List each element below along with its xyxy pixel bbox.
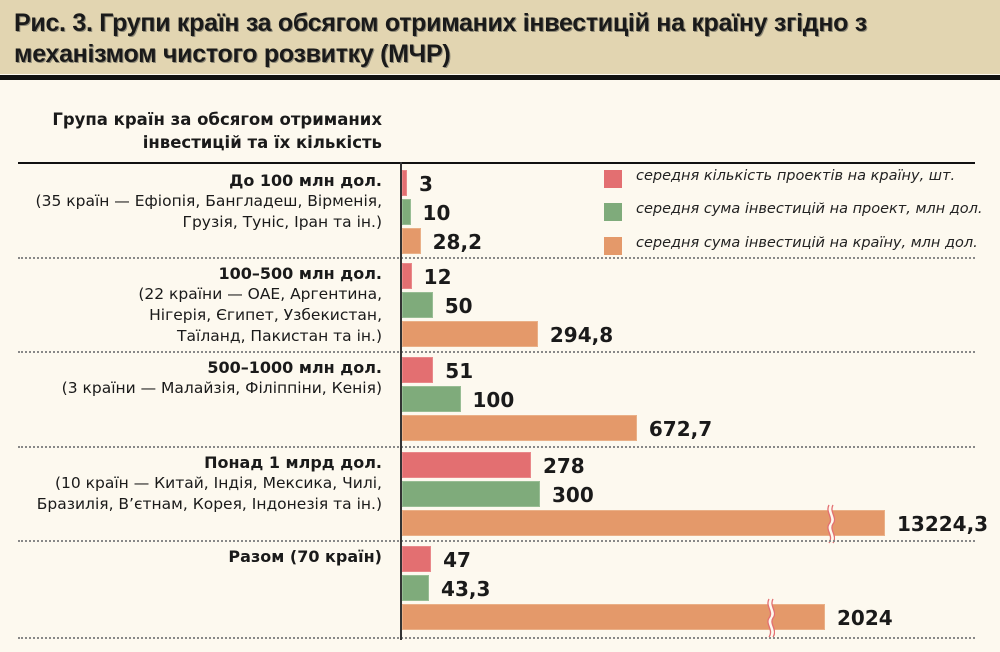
group-detail: (3 країни — Малайзія, Філіппіни, Кенія) (61, 379, 382, 397)
data-label: 3 (419, 172, 433, 196)
data-label: 47 (443, 548, 471, 572)
data-label: 294,8 (549, 323, 614, 347)
chart-title: Рис. 3. Групи країн за обсягом отриманих… (14, 9, 867, 68)
group-name: Разом (70 країн) (228, 547, 382, 566)
group-separator (18, 637, 975, 639)
legend-item-projects: середня кількість проектів на країну, шт… (600, 166, 980, 194)
data-label: 50 (444, 294, 473, 318)
legend-swatch-projects (604, 170, 622, 188)
group-label: Понад 1 млрд дол. (10 країн — Китай, Інді… (20, 452, 382, 515)
data-label: 672,7 (648, 417, 713, 441)
y-axis-line (400, 162, 402, 640)
data-label: 278 (542, 454, 585, 478)
title-rule (0, 75, 1000, 80)
bar-per-project (402, 292, 433, 318)
category-header: Група країн за обсягом отриманих інвести… (52, 110, 382, 152)
bar-projects (402, 357, 434, 383)
bar-projects (402, 263, 412, 289)
group-name: 100–500 млн дол. (218, 264, 383, 283)
group-detail: (35 країн — Ефіопія, Бангладеш, Вірменія… (35, 192, 382, 231)
axis-break-icon (767, 598, 775, 638)
data-label: 13224,3 (897, 512, 989, 536)
bar-projects (402, 546, 432, 572)
group-name: До 100 млн дол. (229, 171, 382, 190)
bar-per-project (402, 481, 540, 507)
bar-per-country (402, 604, 825, 630)
data-label: 12 (423, 265, 452, 289)
bar-per-country (402, 228, 421, 254)
group-separator (18, 540, 975, 542)
group-label: 100–500 млн дол. (22 країни — ОАЕ, Аргент… (20, 263, 382, 347)
legend-label-per-project: середня сума інвестицій на проект, млн д… (636, 201, 983, 217)
bar-per-project (402, 575, 430, 601)
group-name: 500–1000 млн дол. (207, 358, 382, 377)
bar-projects (402, 170, 407, 196)
title-bar (0, 0, 1000, 74)
data-label: 28,2 (432, 230, 482, 254)
axis-break-icon (827, 504, 835, 544)
data-label: 43,3 (441, 577, 491, 601)
bar-per-project (402, 386, 461, 412)
legend-item-per-project: середня сума інвестицій на проект, млн д… (600, 199, 983, 227)
group-detail: (22 країни — ОАЕ, Аргентина, Нігерія, Єг… (138, 285, 382, 345)
bar-projects (402, 452, 531, 478)
group-name: Понад 1 млрд дол. (204, 453, 382, 472)
data-label: 2024 (837, 606, 893, 630)
data-label: 300 (552, 483, 594, 507)
data-label: 51 (445, 359, 474, 383)
bar-per-country (402, 415, 637, 441)
header-rule (18, 162, 975, 164)
bar-per-project (402, 199, 411, 225)
group-separator (18, 257, 975, 259)
legend-item-per-country: середня сума інвестицій на країну, млн д… (600, 233, 980, 261)
data-label: 10 (422, 201, 451, 225)
legend-swatch-per-country (604, 237, 622, 255)
legend-label-per-country: середня сума інвестицій на країну, млн д… (636, 235, 978, 251)
group-separator (18, 351, 975, 353)
group-separator (18, 446, 975, 448)
bar-per-country (402, 321, 538, 347)
group-label: До 100 млн дол. (35 країн — Ефіопія, Банг… (20, 170, 382, 233)
legend-label-projects: середня кількість проектів на країну, шт… (636, 168, 956, 184)
group-label: 500–1000 млн дол. (3 країни — Малайзія, Ф… (20, 357, 382, 399)
data-label: 100 (472, 388, 515, 412)
group-label: Разом (70 країн) (20, 546, 382, 567)
legend-swatch-per-project (604, 203, 622, 221)
bar-per-country (402, 510, 885, 536)
group-detail: (10 країн — Китай, Індія, Мексика, Чилі,… (36, 474, 382, 513)
